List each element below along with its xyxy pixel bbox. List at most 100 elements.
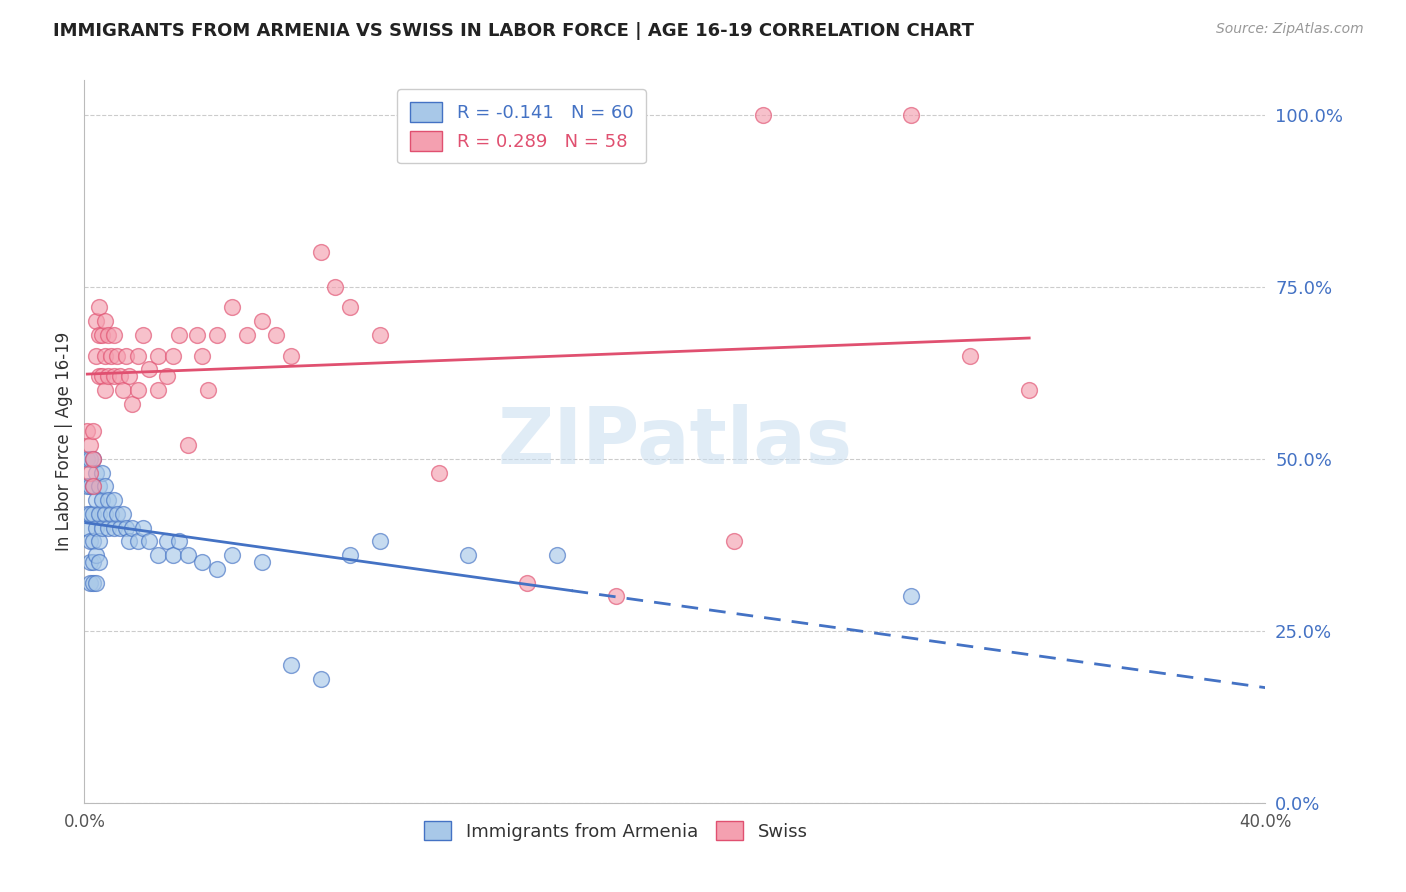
- Point: [900, 108, 922, 122]
- Point: [91, 369, 114, 384]
- Point: [84, 575, 107, 590]
- Point: [76, 424, 98, 438]
- Point: [546, 548, 568, 562]
- Point: [186, 327, 208, 342]
- Point: [82, 534, 104, 549]
- Point: [79, 466, 101, 480]
- Point: [723, 534, 745, 549]
- Point: [167, 327, 190, 342]
- Point: [91, 493, 114, 508]
- Point: [457, 548, 479, 562]
- Point: [207, 327, 229, 342]
- Point: [79, 438, 101, 452]
- Point: [82, 575, 104, 590]
- Point: [368, 534, 391, 549]
- Point: [87, 301, 111, 315]
- Point: [100, 349, 122, 363]
- Point: [91, 466, 114, 480]
- Text: IMMIGRANTS FROM ARMENIA VS SWISS IN LABOR FORCE | AGE 16-19 CORRELATION CHART: IMMIGRANTS FROM ARMENIA VS SWISS IN LABO…: [53, 22, 974, 40]
- Point: [84, 349, 107, 363]
- Point: [156, 369, 179, 384]
- Point: [82, 479, 104, 493]
- Point: [94, 383, 117, 397]
- Point: [132, 327, 155, 342]
- Point: [111, 507, 134, 521]
- Point: [156, 534, 179, 549]
- Point: [82, 555, 104, 569]
- Point: [162, 349, 184, 363]
- Point: [127, 349, 149, 363]
- Point: [79, 534, 101, 549]
- Point: [207, 562, 229, 576]
- Point: [148, 548, 170, 562]
- Point: [103, 327, 125, 342]
- Y-axis label: In Labor Force | Age 16-19: In Labor Force | Age 16-19: [55, 332, 73, 551]
- Point: [266, 327, 288, 342]
- Point: [114, 349, 136, 363]
- Point: [177, 438, 200, 452]
- Point: [82, 507, 104, 521]
- Point: [114, 520, 136, 534]
- Point: [94, 507, 117, 521]
- Point: [127, 383, 149, 397]
- Point: [84, 466, 107, 480]
- Point: [118, 369, 141, 384]
- Point: [84, 314, 107, 328]
- Point: [177, 548, 200, 562]
- Point: [280, 658, 302, 673]
- Point: [959, 349, 981, 363]
- Point: [197, 383, 219, 397]
- Point: [79, 507, 101, 521]
- Point: [84, 520, 107, 534]
- Point: [167, 534, 190, 549]
- Point: [97, 369, 120, 384]
- Point: [87, 479, 111, 493]
- Point: [84, 493, 107, 508]
- Point: [87, 507, 111, 521]
- Point: [516, 575, 538, 590]
- Point: [82, 479, 104, 493]
- Text: Source: ZipAtlas.com: Source: ZipAtlas.com: [1216, 22, 1364, 37]
- Point: [82, 451, 104, 466]
- Point: [97, 327, 120, 342]
- Point: [82, 451, 104, 466]
- Point: [221, 548, 243, 562]
- Point: [1018, 383, 1040, 397]
- Point: [100, 507, 122, 521]
- Point: [148, 383, 170, 397]
- Point: [191, 555, 214, 569]
- Point: [105, 507, 128, 521]
- Point: [87, 327, 111, 342]
- Point: [87, 369, 111, 384]
- Point: [752, 108, 775, 122]
- Point: [325, 279, 347, 293]
- Point: [121, 520, 143, 534]
- Point: [250, 555, 273, 569]
- Point: [250, 314, 273, 328]
- Point: [76, 479, 98, 493]
- Text: ZIPatlas: ZIPatlas: [498, 403, 852, 480]
- Point: [94, 479, 117, 493]
- Point: [138, 362, 160, 376]
- Point: [105, 349, 128, 363]
- Point: [309, 245, 332, 260]
- Point: [82, 424, 104, 438]
- Point: [79, 451, 101, 466]
- Point: [900, 590, 922, 604]
- Point: [87, 534, 111, 549]
- Point: [191, 349, 214, 363]
- Point: [280, 349, 302, 363]
- Point: [103, 493, 125, 508]
- Point: [103, 520, 125, 534]
- Point: [221, 301, 243, 315]
- Point: [605, 590, 627, 604]
- Point: [111, 383, 134, 397]
- Point: [162, 548, 184, 562]
- Point: [103, 369, 125, 384]
- Point: [339, 548, 361, 562]
- Legend: Immigrants from Armenia, Swiss: Immigrants from Armenia, Swiss: [418, 814, 814, 848]
- Point: [148, 349, 170, 363]
- Point: [368, 327, 391, 342]
- Point: [132, 520, 155, 534]
- Point: [138, 534, 160, 549]
